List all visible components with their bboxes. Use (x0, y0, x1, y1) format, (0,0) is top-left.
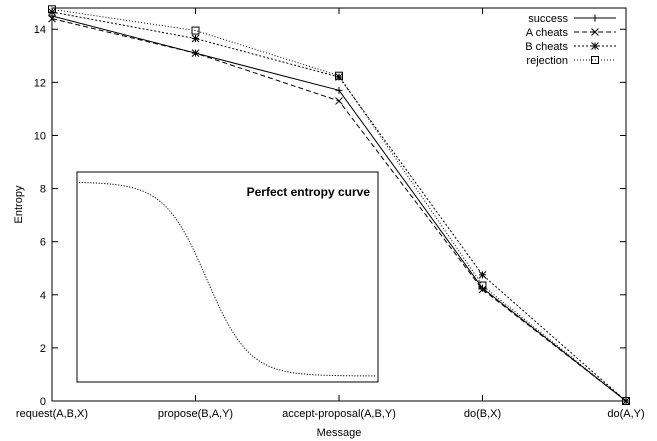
x-tick-label: do(B,X) (464, 408, 501, 420)
x-tick-label: do(A,Y) (607, 408, 644, 420)
series-point (191, 26, 200, 35)
series-point (335, 97, 343, 105)
series-point (48, 14, 56, 23)
y-axis-label: Entropy (13, 185, 25, 223)
y-tick-labels: 0 2 4 6 8 10 12 14 (34, 24, 46, 408)
inset-curve (78, 181, 376, 377)
inset-title: Perfect entropy curve (247, 185, 371, 199)
x-tick-label: propose(B,A,Y) (158, 408, 233, 420)
series-point (622, 397, 630, 405)
y-tick-label: 4 (40, 290, 46, 302)
legend-label: A cheats (526, 27, 569, 39)
series-point (335, 71, 343, 80)
y-tick-label: 0 (40, 396, 46, 408)
series-point (591, 28, 599, 36)
y-tick-label: 8 (40, 184, 46, 196)
legend-label: rejection (526, 55, 568, 67)
series-markers (48, 5, 630, 405)
series-line (51, 8, 627, 402)
y-tick-label: 10 (34, 130, 46, 142)
y-tick-label: 2 (40, 343, 46, 355)
series-point (591, 42, 599, 50)
x-tick-labels: request(A,B,X) propose(B,A,Y) accept-propo… (16, 408, 645, 420)
series-point (478, 271, 487, 279)
series-point (622, 397, 630, 405)
series-point (48, 5, 56, 14)
series-point (191, 34, 200, 43)
series-point (591, 56, 599, 64)
inset-frame (76, 171, 379, 383)
legend: success A cheats B cheats rejection (525, 13, 616, 67)
x-axis-label: Message (317, 427, 362, 439)
axes (51, 7, 627, 402)
inset-chart: Perfect entropy curve (76, 171, 379, 383)
series-point (479, 284, 486, 292)
series-point (591, 14, 599, 22)
x-tick-label: accept-proposal(A,B,Y) (282, 408, 396, 420)
series-line (51, 11, 627, 402)
y-tick-label: 12 (34, 77, 46, 89)
legend-label: B cheats (525, 41, 568, 53)
x-tick-label: request(A,B,X) (16, 408, 88, 420)
series-point (48, 8, 56, 16)
series-point (478, 281, 487, 290)
y-tick-label: 6 (40, 237, 46, 249)
series-point (191, 49, 200, 57)
legend-label: success (528, 13, 568, 25)
y-tick-label: 14 (34, 24, 46, 36)
series-point (335, 86, 343, 94)
